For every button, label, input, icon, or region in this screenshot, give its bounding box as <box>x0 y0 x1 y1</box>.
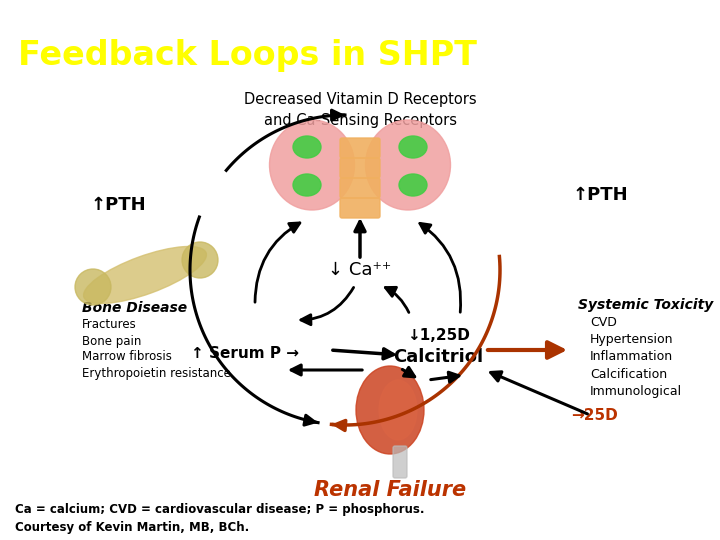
Text: →25D: →25D <box>572 408 618 422</box>
Text: Bone pain: Bone pain <box>82 334 141 348</box>
Text: ↑ Serum P →: ↑ Serum P → <box>191 346 299 361</box>
Text: Fractures: Fractures <box>82 319 137 332</box>
Text: Renal Failure: Renal Failure <box>314 480 466 500</box>
Ellipse shape <box>366 120 451 210</box>
Ellipse shape <box>399 174 427 196</box>
Text: ↓ Ca⁺⁺: ↓ Ca⁺⁺ <box>328 261 392 279</box>
FancyBboxPatch shape <box>340 198 380 218</box>
Ellipse shape <box>379 380 417 440</box>
Text: Immunological: Immunological <box>590 384 682 397</box>
FancyBboxPatch shape <box>340 158 380 178</box>
Text: Bone Disease: Bone Disease <box>82 301 187 315</box>
Text: ↓1,25D: ↓1,25D <box>407 327 469 342</box>
Circle shape <box>182 242 218 278</box>
Text: Erythropoietin resistance: Erythropoietin resistance <box>82 367 231 380</box>
FancyBboxPatch shape <box>340 138 380 158</box>
Text: Inflammation: Inflammation <box>590 350 673 363</box>
Text: Calcification: Calcification <box>590 368 667 381</box>
Text: Feedback Loops in SHPT: Feedback Loops in SHPT <box>18 38 477 71</box>
Text: ↑PTH: ↑PTH <box>90 196 146 214</box>
Ellipse shape <box>84 246 207 303</box>
Circle shape <box>75 269 111 305</box>
Text: Marrow fibrosis: Marrow fibrosis <box>82 350 172 363</box>
Text: Systemic Toxicity: Systemic Toxicity <box>578 298 714 312</box>
Ellipse shape <box>269 120 354 210</box>
Text: Hypertension: Hypertension <box>590 334 673 347</box>
FancyBboxPatch shape <box>340 178 380 198</box>
Ellipse shape <box>399 136 427 158</box>
Text: Ca = calcium; CVD = cardiovascular disease; P = phosphorus.: Ca = calcium; CVD = cardiovascular disea… <box>15 503 425 516</box>
Ellipse shape <box>293 174 321 196</box>
Text: CVD: CVD <box>590 316 617 329</box>
Text: Calcitriol: Calcitriol <box>393 348 483 366</box>
Text: Courtesy of Kevin Martin, MB, BCh.: Courtesy of Kevin Martin, MB, BCh. <box>15 521 249 534</box>
Ellipse shape <box>293 136 321 158</box>
Text: ↑PTH: ↑PTH <box>572 186 628 204</box>
Ellipse shape <box>356 366 424 454</box>
FancyBboxPatch shape <box>393 446 407 478</box>
Text: Decreased Vitamin D Receptors
and Ca-Sensing Receptors: Decreased Vitamin D Receptors and Ca-Sen… <box>243 92 477 128</box>
